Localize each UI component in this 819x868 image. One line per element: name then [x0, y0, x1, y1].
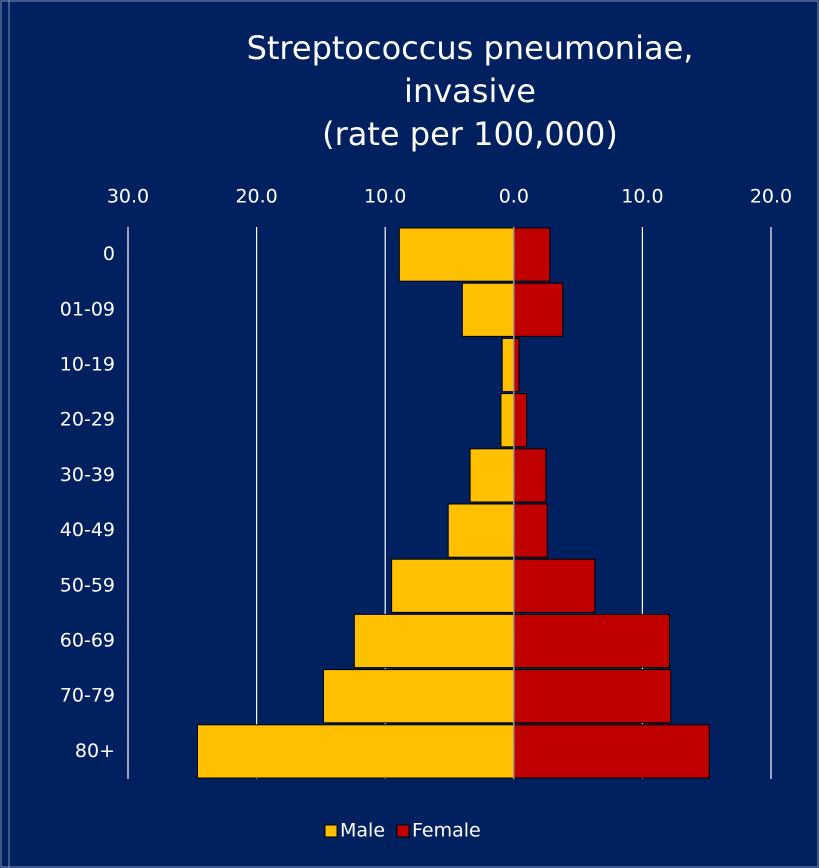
y-tick-label: 50-59 — [60, 574, 115, 596]
bar — [513, 227, 551, 282]
y-tick-label: 20-29 — [60, 409, 115, 431]
bar — [513, 503, 548, 558]
bar — [461, 282, 515, 337]
y-tick-label: 40-49 — [60, 519, 115, 541]
bar — [513, 337, 520, 393]
bar — [513, 724, 710, 779]
bar — [500, 393, 515, 448]
bar — [513, 558, 596, 613]
x-tick-label: 30.0 — [107, 186, 149, 208]
y-tick-label: 60-69 — [60, 630, 115, 652]
y-tick-label: 0 — [103, 243, 115, 265]
y-tick-label: 01-09 — [60, 298, 115, 320]
bar — [513, 613, 670, 669]
x-tick-label: 0.0 — [499, 186, 529, 208]
y-tick-label: 70-79 — [60, 685, 115, 707]
x-tick-label: 10.0 — [621, 186, 663, 208]
bar — [353, 613, 515, 669]
bar — [196, 724, 515, 779]
legend-swatch — [396, 824, 410, 838]
x-tick-label: 20.0 — [750, 186, 792, 208]
chart-title: (rate per 100,000) — [322, 115, 618, 153]
bar — [513, 669, 672, 724]
legend-label: Male — [340, 820, 385, 842]
bar — [513, 393, 528, 448]
chart-title: invasive — [404, 72, 536, 110]
legend-swatch — [324, 824, 338, 838]
x-tick-label: 20.0 — [235, 186, 277, 208]
bar — [501, 337, 515, 393]
y-tick-label: 80+ — [75, 740, 115, 762]
bar — [513, 282, 564, 337]
legend-label: Female — [412, 820, 481, 842]
bar — [322, 669, 515, 724]
chart-title: Streptococcus pneumoniae, — [247, 29, 694, 67]
bar — [469, 448, 515, 503]
bar — [513, 448, 547, 503]
y-tick-label: 30-39 — [60, 464, 115, 486]
x-tick-label: 10.0 — [364, 186, 406, 208]
bar — [391, 558, 515, 613]
bar — [398, 227, 515, 282]
y-tick-label: 10-19 — [60, 354, 115, 376]
bar — [447, 503, 515, 558]
